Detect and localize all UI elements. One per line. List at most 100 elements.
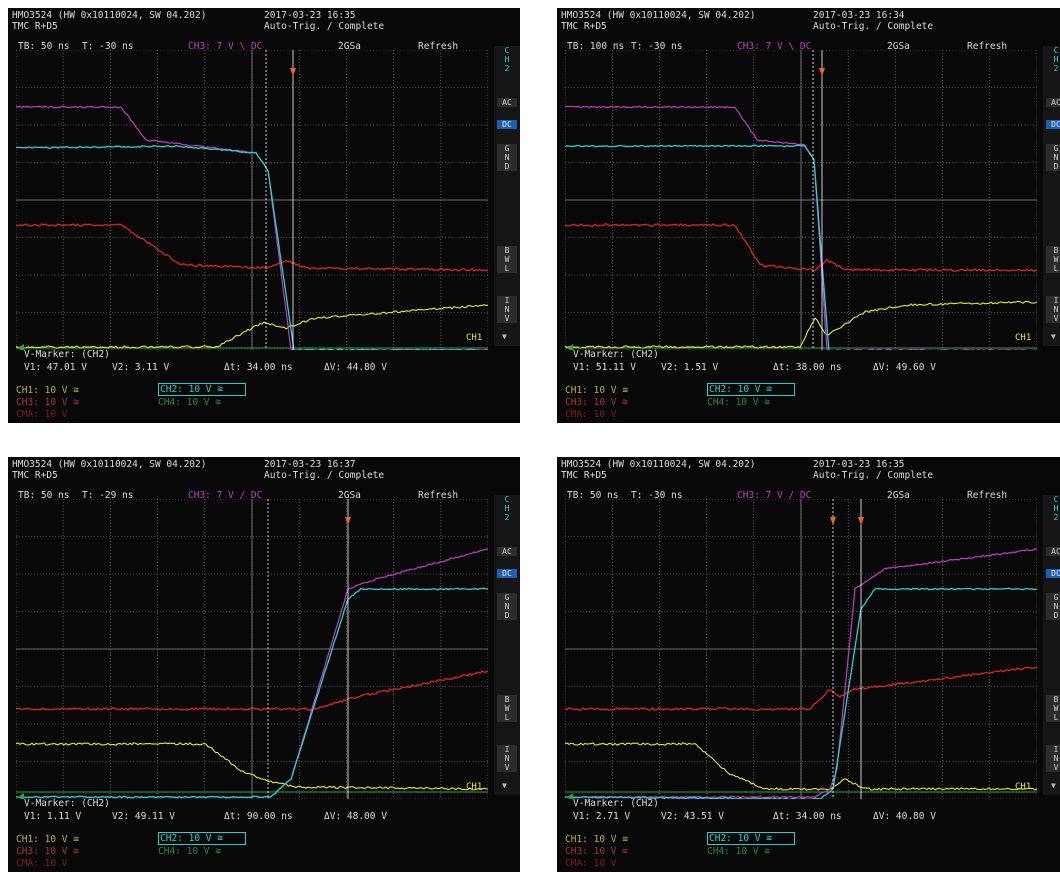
arrow-down-icon[interactable]: ▼ bbox=[502, 781, 507, 790]
ch2-trace bbox=[565, 587, 1037, 799]
options-info: TMC R+D5 bbox=[561, 21, 607, 32]
ch1-setting[interactable]: CH1: 10 V ≅ bbox=[565, 834, 628, 845]
math-setting[interactable]: CMA: 10 V bbox=[565, 409, 617, 420]
ac-button[interactable]: AC bbox=[1046, 547, 1060, 556]
ac-button[interactable]: AC bbox=[497, 547, 517, 556]
trigger-time[interactable]: T: -30 ns bbox=[82, 41, 134, 52]
acquisition-mode[interactable]: Refresh bbox=[967, 490, 1008, 501]
ch4-setting[interactable]: CH4: 10 V ≅ bbox=[707, 846, 770, 857]
ch2-setting[interactable]: CH2: 10 V ≅ bbox=[158, 832, 246, 845]
trigger-source[interactable]: CH3: 7 V / DC bbox=[188, 490, 263, 501]
math-trace bbox=[565, 223, 1037, 272]
trigger-time[interactable]: T: -29 ns bbox=[82, 490, 134, 501]
trigger-source[interactable]: CH3: 7 V \ DC bbox=[188, 41, 263, 52]
ch1-trace-label: CH1 bbox=[1015, 333, 1031, 343]
timebase[interactable]: TB: 50 ns bbox=[18, 41, 70, 52]
ch2-trace bbox=[16, 144, 488, 350]
cursor-marker-icon[interactable] bbox=[819, 68, 825, 76]
channel-sidebar: C H 2 ▲ AC DC G N D B W L I N V ▼ bbox=[1043, 495, 1060, 795]
waveform-display: CH1 bbox=[16, 499, 488, 799]
oscilloscope-screenshot-4: HMO3524 (HW 0x10110024, SW 04.202) TMC R… bbox=[557, 457, 1060, 872]
marker-delta-t: Δt: 34.00 ns bbox=[773, 811, 842, 822]
ch3-setting[interactable]: CH3: 10 V ≅ bbox=[565, 397, 628, 408]
math-setting[interactable]: CMA: 10 V bbox=[16, 858, 68, 869]
channel-sidebar: C H 2 ▲ AC DC G N D B W L I N V ▼ bbox=[494, 46, 520, 346]
math-trace bbox=[565, 666, 1037, 711]
ac-button[interactable]: AC bbox=[1046, 98, 1060, 107]
ch4-setting[interactable]: CH4: 10 V ≅ bbox=[158, 397, 221, 408]
ch2-setting[interactable]: CH2: 10 V ≅ bbox=[707, 383, 795, 396]
ch1-trace-label: CH1 bbox=[466, 782, 482, 792]
timebase[interactable]: TB: 100 ns bbox=[567, 41, 625, 52]
ch1-setting[interactable]: CH1: 10 V ≅ bbox=[16, 834, 79, 845]
ch4-setting[interactable]: CH4: 10 V ≅ bbox=[707, 397, 770, 408]
math-trace bbox=[16, 670, 488, 711]
ch2-setting[interactable]: CH2: 10 V ≅ bbox=[158, 383, 246, 396]
options-info: TMC R+D5 bbox=[12, 21, 58, 32]
cursor-marker-icon[interactable] bbox=[858, 517, 864, 525]
bwl-button[interactable]: B W L bbox=[497, 246, 517, 273]
waveform-display: CH1 bbox=[565, 499, 1037, 799]
trigger-time[interactable]: T: -30 ns bbox=[631, 41, 683, 52]
ch1-trace-label: CH1 bbox=[466, 333, 482, 343]
timebase[interactable]: TB: 50 ns bbox=[567, 490, 619, 501]
ch4-offset-icon bbox=[567, 793, 573, 799]
ch2-setting[interactable]: CH2: 10 V ≅ bbox=[707, 832, 795, 845]
ch4-offset-icon bbox=[567, 344, 573, 350]
cursor-marker-icon[interactable] bbox=[290, 68, 296, 76]
inv-button[interactable]: I N V bbox=[497, 745, 517, 772]
arrow-down-icon[interactable]: ▼ bbox=[1051, 781, 1056, 790]
ch3-trace bbox=[565, 105, 1037, 350]
ch3-setting[interactable]: CH3: 10 V ≅ bbox=[16, 846, 79, 857]
acquisition-mode[interactable]: Refresh bbox=[967, 41, 1008, 52]
bwl-button[interactable]: B W L bbox=[1046, 246, 1060, 273]
cursor-marker-icon[interactable] bbox=[830, 517, 836, 525]
ch3-setting[interactable]: CH3: 10 V ≅ bbox=[565, 846, 628, 857]
dc-button[interactable]: DC bbox=[497, 120, 517, 129]
model-info: HMO3524 (HW 0x10110024, SW 04.202) bbox=[561, 10, 756, 21]
dc-button[interactable]: DC bbox=[1046, 569, 1060, 578]
gnd-button[interactable]: G N D bbox=[1046, 144, 1060, 171]
model-info: HMO3524 (HW 0x10110024, SW 04.202) bbox=[12, 10, 207, 21]
options-info: TMC R+D5 bbox=[12, 470, 58, 481]
gnd-button[interactable]: G N D bbox=[1046, 593, 1060, 620]
math-setting[interactable]: CMA: 10 V bbox=[16, 409, 68, 420]
trigger-time[interactable]: T: -30 ns bbox=[631, 490, 683, 501]
bwl-button[interactable]: B W L bbox=[497, 695, 517, 722]
model-info: HMO3524 (HW 0x10110024, SW 04.202) bbox=[12, 459, 207, 470]
timebase[interactable]: TB: 50 ns bbox=[18, 490, 70, 501]
ac-button[interactable]: AC bbox=[497, 98, 517, 107]
ch3-setting[interactable]: CH3: 10 V ≅ bbox=[16, 397, 79, 408]
inv-button[interactable]: I N V bbox=[1046, 296, 1060, 323]
acquisition-mode[interactable]: Refresh bbox=[418, 41, 459, 52]
ch2-trace bbox=[565, 144, 830, 350]
dc-button[interactable]: DC bbox=[1046, 120, 1060, 129]
marker-v1: V1: 47.01 V bbox=[24, 362, 87, 373]
oscilloscope-screenshot-1: HMO3524 (HW 0x10110024, SW 04.202) TMC R… bbox=[8, 8, 520, 423]
marker-v2: V2: 43.51 V bbox=[661, 811, 724, 822]
arrow-down-icon[interactable]: ▼ bbox=[502, 332, 507, 341]
ch4-setting[interactable]: CH4: 10 V ≅ bbox=[158, 846, 221, 857]
cursor-marker-icon[interactable] bbox=[345, 517, 351, 525]
math-setting[interactable]: CMA: 10 V bbox=[565, 858, 617, 869]
trigger-source[interactable]: CH3: 7 V / DC bbox=[737, 490, 812, 501]
ch1-setting[interactable]: CH1: 10 V ≅ bbox=[16, 385, 79, 396]
arrow-down-icon[interactable]: ▼ bbox=[1051, 332, 1056, 341]
sample-rate: 2GSa bbox=[887, 41, 910, 52]
ch1-trace bbox=[16, 742, 488, 791]
inv-button[interactable]: I N V bbox=[497, 296, 517, 323]
gnd-button[interactable]: G N D bbox=[497, 593, 517, 620]
inv-button[interactable]: I N V bbox=[1046, 745, 1060, 772]
channel-sidebar: C H 2 ▲ AC DC G N D B W L I N V ▼ bbox=[494, 495, 520, 795]
ch3-trace bbox=[565, 548, 1037, 799]
waveform-display: CH1 bbox=[565, 50, 1037, 350]
ch1-setting[interactable]: CH1: 10 V ≅ bbox=[565, 385, 628, 396]
acquisition-mode[interactable]: Refresh bbox=[418, 490, 459, 501]
bwl-button[interactable]: B W L bbox=[1046, 695, 1060, 722]
dc-button[interactable]: DC bbox=[497, 569, 517, 578]
gnd-button[interactable]: G N D bbox=[497, 144, 517, 171]
sidebar-channel: C H 2 bbox=[1053, 495, 1059, 522]
trigger-source[interactable]: CH3: 7 V \ DC bbox=[737, 41, 812, 52]
marker-delta-t: Δt: 90.00 ns bbox=[224, 811, 293, 822]
trigger-status: Auto-Trig. / Complete bbox=[813, 21, 934, 32]
